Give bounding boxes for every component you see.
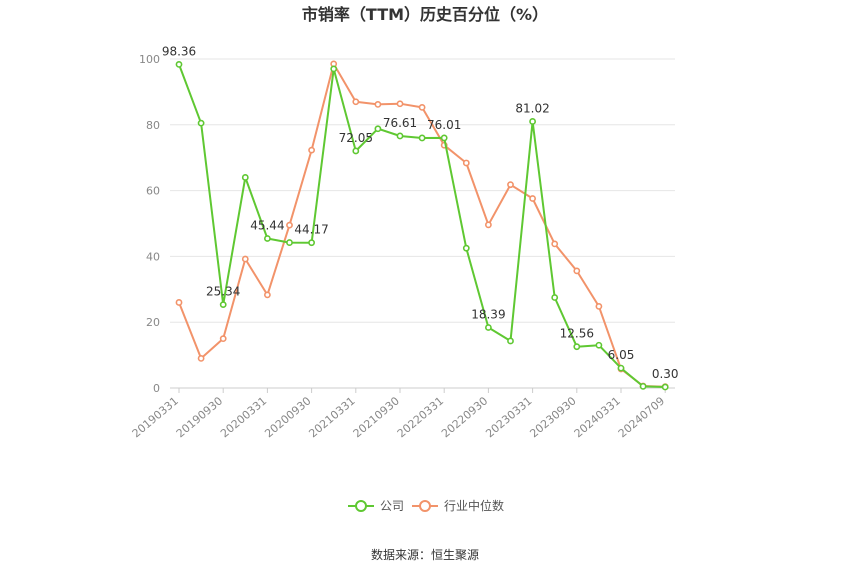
industry-median-series-point xyxy=(352,98,360,106)
legend-industry-label: 行业中位数 xyxy=(444,498,504,513)
data-label: 72.05 xyxy=(339,131,373,145)
company-series-point xyxy=(175,60,183,68)
company-series-point xyxy=(219,301,227,309)
company-series-point xyxy=(263,235,271,242)
company-series-point xyxy=(241,174,249,181)
series-layer xyxy=(175,60,669,391)
x-tick-label: 20230331 xyxy=(483,394,534,440)
company-series-point xyxy=(617,364,625,372)
y-tick-label: 80 xyxy=(146,119,160,132)
company-series-point xyxy=(308,239,315,247)
industry-median-series-point xyxy=(418,103,426,111)
y-tick-label: 60 xyxy=(146,185,160,198)
company-series-point xyxy=(440,134,448,142)
x-axis: 2019033120190930202003312020093020210331… xyxy=(130,387,675,440)
x-tick-label: 20210930 xyxy=(351,394,402,440)
legend-item-company[interactable]: 公司 xyxy=(348,499,404,513)
legend-company-label: 公司 xyxy=(380,499,404,513)
company-series-point xyxy=(418,134,426,142)
x-tick-label: 20210331 xyxy=(306,394,357,440)
x-tick-label: 20220930 xyxy=(439,394,490,440)
industry-median-series-point xyxy=(197,354,205,362)
industry-median-series-point xyxy=(396,100,404,108)
company-series-point xyxy=(529,118,536,125)
legend: 公司 行业中位数 xyxy=(348,498,504,513)
x-tick-label: 20220331 xyxy=(395,394,446,440)
y-tick-label: 0 xyxy=(153,382,160,395)
company-series-point xyxy=(396,132,404,140)
y-axis: 0 20 40 60 80 100 xyxy=(139,53,160,395)
company-series-point xyxy=(507,337,514,345)
company-series-point xyxy=(573,343,581,351)
data-label: 76.01 xyxy=(427,118,461,132)
industry-median-series-point xyxy=(241,255,249,263)
industry-median-series-point xyxy=(286,221,293,229)
legend-industry-marker xyxy=(419,500,431,512)
data-label: 6.05 xyxy=(608,348,635,362)
company-series-point xyxy=(484,324,492,331)
company-series-point xyxy=(462,244,470,252)
x-tick-label: 20200930 xyxy=(262,394,313,440)
industry-median-series-point xyxy=(507,181,514,189)
industry-median-series-point xyxy=(551,240,559,248)
data-label: 12.56 xyxy=(560,327,594,341)
legend-item-industry-median[interactable]: 行业中位数 xyxy=(412,498,504,513)
y-tick-label: 40 xyxy=(146,250,160,263)
x-tick-label: 20200331 xyxy=(218,394,269,440)
industry-median-series-point xyxy=(595,303,603,310)
data-label: 18.39 xyxy=(471,307,505,321)
company-series-point xyxy=(286,239,293,246)
industry-median-series-point xyxy=(175,299,183,306)
data-label: 98.36 xyxy=(162,44,196,58)
data-label: 44.17 xyxy=(294,223,328,237)
company-series-point xyxy=(639,382,647,390)
company-series-point xyxy=(661,383,669,391)
data-label: 81.02 xyxy=(515,101,549,115)
legend-company-marker xyxy=(355,500,367,512)
data-label: 25.34 xyxy=(206,285,240,299)
y-tick-label: 20 xyxy=(146,316,160,329)
company-series xyxy=(175,60,669,391)
x-tick-label: 20230930 xyxy=(527,394,578,440)
industry-median-series-point xyxy=(462,159,470,167)
industry-median-series-point xyxy=(484,221,492,229)
company-series-point xyxy=(551,294,559,301)
industry-median-series-point xyxy=(374,101,382,108)
industry-median-series-point xyxy=(529,195,536,202)
y-tick-label: 100 xyxy=(139,53,160,66)
x-tick-label: 20190331 xyxy=(130,394,181,440)
data-label: 76.61 xyxy=(383,116,417,130)
industry-median-series-point xyxy=(573,267,581,275)
x-tick-label: 20240709 xyxy=(616,394,667,440)
chart-title: 市销率（TTM）历史百分位（%） xyxy=(302,5,548,24)
company-series-point xyxy=(197,119,205,127)
data-labels: 98.36 25.34 45.44 44.17 72.05 76.61 76.01 18.39… xyxy=(162,44,679,381)
company-series-point xyxy=(595,341,603,349)
grid-lines xyxy=(170,58,675,323)
company-series-point xyxy=(330,65,338,73)
x-tick-label: 20240331 xyxy=(572,394,623,440)
data-label: 0.30 xyxy=(652,367,679,381)
industry-median-series-point xyxy=(308,146,315,154)
industry-median-series-point xyxy=(219,335,227,343)
source-note: 数据来源：恒生聚源 xyxy=(371,547,479,562)
company-series-point xyxy=(352,147,360,155)
x-tick-label: 20190930 xyxy=(174,394,225,440)
industry-median-series-point xyxy=(263,291,271,299)
company-series-point xyxy=(374,125,382,133)
data-label: 45.44 xyxy=(250,219,284,233)
